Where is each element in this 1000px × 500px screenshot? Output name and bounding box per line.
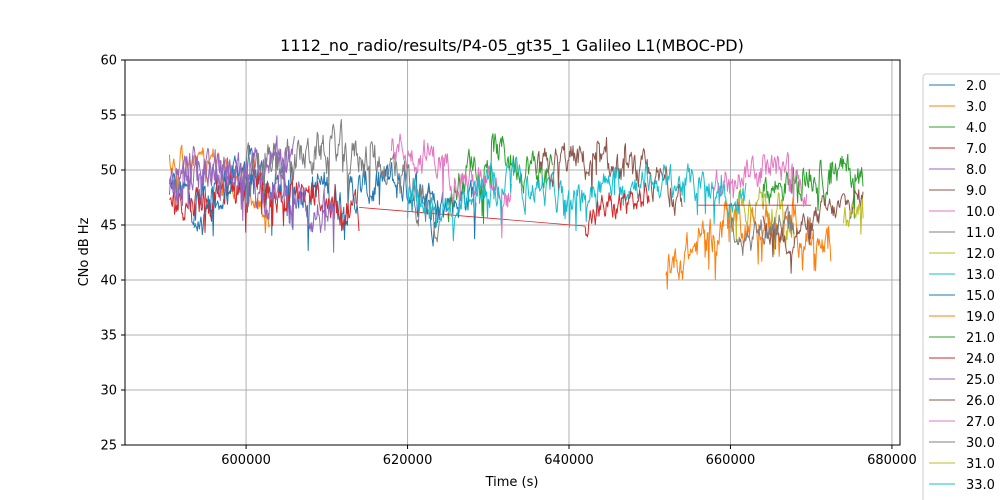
y-tick-label: 35	[100, 329, 117, 344]
series-line	[536, 136, 683, 216]
x-tick-label: 620000	[383, 453, 433, 468]
x-axis-label: Time (s)	[485, 475, 539, 490]
legend-label: 25.0	[966, 373, 995, 388]
legend-label: 15.0	[966, 289, 995, 304]
x-tick-label: 680000	[867, 453, 917, 468]
legend-label: 2.0	[966, 79, 987, 94]
chart-title: 1112_no_radio/results/P4-05_gt35_1 Galil…	[280, 36, 744, 56]
y-tick-label: 60	[100, 54, 117, 69]
x-tick-label: 640000	[544, 453, 594, 468]
x-tick-label: 600000	[221, 453, 271, 468]
y-tick-label: 30	[100, 384, 117, 399]
legend-label: 9.0	[966, 184, 987, 199]
series-connector-line	[359, 207, 586, 227]
legend: 2.0 3.0 4.0 7.0 8.0 9.0 10.0 11.0 12.0 13.0 15.0 19…	[922, 73, 1000, 500]
legend-label: 13.0	[966, 268, 995, 283]
series-line	[665, 197, 832, 290]
legend-label: 10.0	[966, 205, 995, 220]
series-line	[584, 182, 650, 238]
y-tick-label: 40	[100, 274, 117, 289]
plot-frame	[124, 59, 901, 446]
series-line	[168, 135, 295, 210]
legend-label: 19.0	[966, 310, 995, 325]
legend-label: 33.0	[966, 478, 995, 493]
series-line	[843, 198, 864, 235]
legend-label: 11.0	[966, 226, 995, 241]
series-line	[471, 156, 747, 232]
series-line	[193, 161, 255, 237]
legend-label: 24.0	[966, 352, 995, 367]
legend-label: 3.0	[966, 100, 987, 115]
x-tick-label: 660000	[706, 453, 756, 468]
legend-label: 26.0	[966, 394, 995, 409]
series-line	[762, 189, 864, 274]
series-line	[730, 204, 795, 256]
legend-label: 30.0	[966, 436, 995, 451]
y-axis-label: CNo dB Hz	[77, 217, 92, 286]
series-line	[713, 151, 808, 208]
series-line	[762, 153, 864, 219]
y-tick-label: 55	[100, 109, 117, 124]
legend-label: 8.0	[966, 163, 987, 178]
legend-label: 4.0	[966, 121, 987, 136]
legend-box	[922, 73, 1000, 500]
legend-label: 31.0	[966, 457, 995, 472]
legend-label: 12.0	[966, 247, 995, 262]
series-line	[407, 171, 497, 242]
y-axis-ticks: 25 30 35 40 45 50 55 60	[100, 54, 125, 454]
y-tick-label: 25	[100, 439, 117, 454]
y-tick-label: 50	[100, 164, 117, 179]
x-axis-ticks: 600000 620000 640000 660000 680000	[221, 445, 917, 468]
legend-label: 21.0	[966, 331, 995, 346]
series-layer	[168, 119, 864, 290]
legend-label: 7.0	[966, 142, 987, 157]
series-line	[423, 182, 441, 216]
y-tick-label: 45	[100, 219, 117, 234]
series-line	[168, 145, 335, 253]
legend-label: 27.0	[966, 415, 995, 430]
